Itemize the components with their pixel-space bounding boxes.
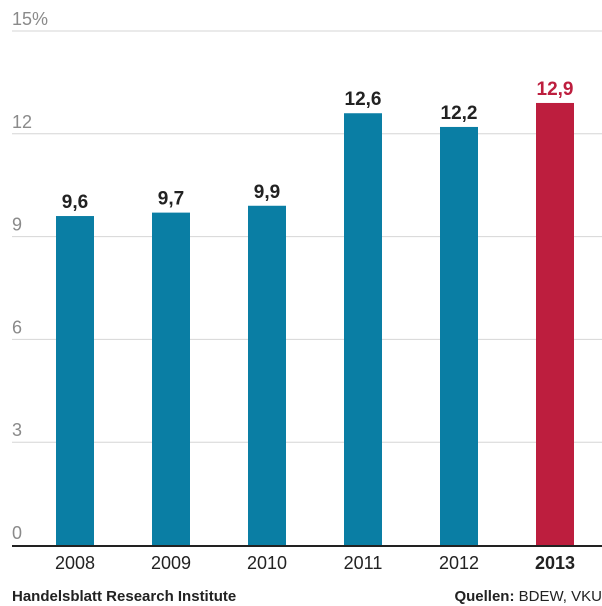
gridlines xyxy=(12,30,602,443)
bar-2011 xyxy=(344,113,382,546)
x-tick-label: 2012 xyxy=(439,553,479,573)
bar-value-label: 12,9 xyxy=(537,79,574,100)
sources-text: Quellen: BDEW, VKU xyxy=(454,588,602,605)
x-tick-label: 2013 xyxy=(535,553,575,573)
x-axis-tick-labels: 2008 2009 2010 2011 2012 2013 xyxy=(55,553,575,573)
bar-2009 xyxy=(152,212,190,545)
y-axis-tick-labels: 0 3 6 9 12 15% xyxy=(12,9,48,543)
x-tick-label: 2008 xyxy=(55,553,95,573)
sources-label: Quellen: xyxy=(454,588,515,605)
y-tick-label: 9 xyxy=(12,215,22,235)
x-tick-label: 2010 xyxy=(247,553,287,573)
y-tick-label: 0 xyxy=(12,523,22,543)
x-tick-label: 2011 xyxy=(344,553,383,573)
bar-value-label: 9,6 xyxy=(62,192,88,213)
bar-2013 xyxy=(536,102,574,546)
y-tick-label: 12 xyxy=(12,112,32,132)
sources-value: BDEW, VKU xyxy=(514,588,602,605)
bar-2012 xyxy=(440,126,478,546)
x-tick-label: 2009 xyxy=(151,553,191,573)
bar-2008 xyxy=(56,216,94,546)
bar-value-labels: 9,6 9,7 9,9 12,6 12,2 12,9 xyxy=(62,79,574,213)
y-tick-label: 3 xyxy=(12,420,22,440)
credit-text: Handelsblatt Research Institute xyxy=(12,588,237,605)
bars xyxy=(56,102,574,546)
bar-value-label: 9,7 xyxy=(158,189,184,210)
y-tick-label: 15% xyxy=(12,9,48,29)
y-tick-label: 6 xyxy=(12,317,22,337)
bar-2010 xyxy=(248,205,286,545)
bar-value-label: 9,9 xyxy=(254,182,280,203)
bar-value-label: 12,6 xyxy=(345,89,382,110)
bar-value-label: 12,2 xyxy=(441,103,478,124)
